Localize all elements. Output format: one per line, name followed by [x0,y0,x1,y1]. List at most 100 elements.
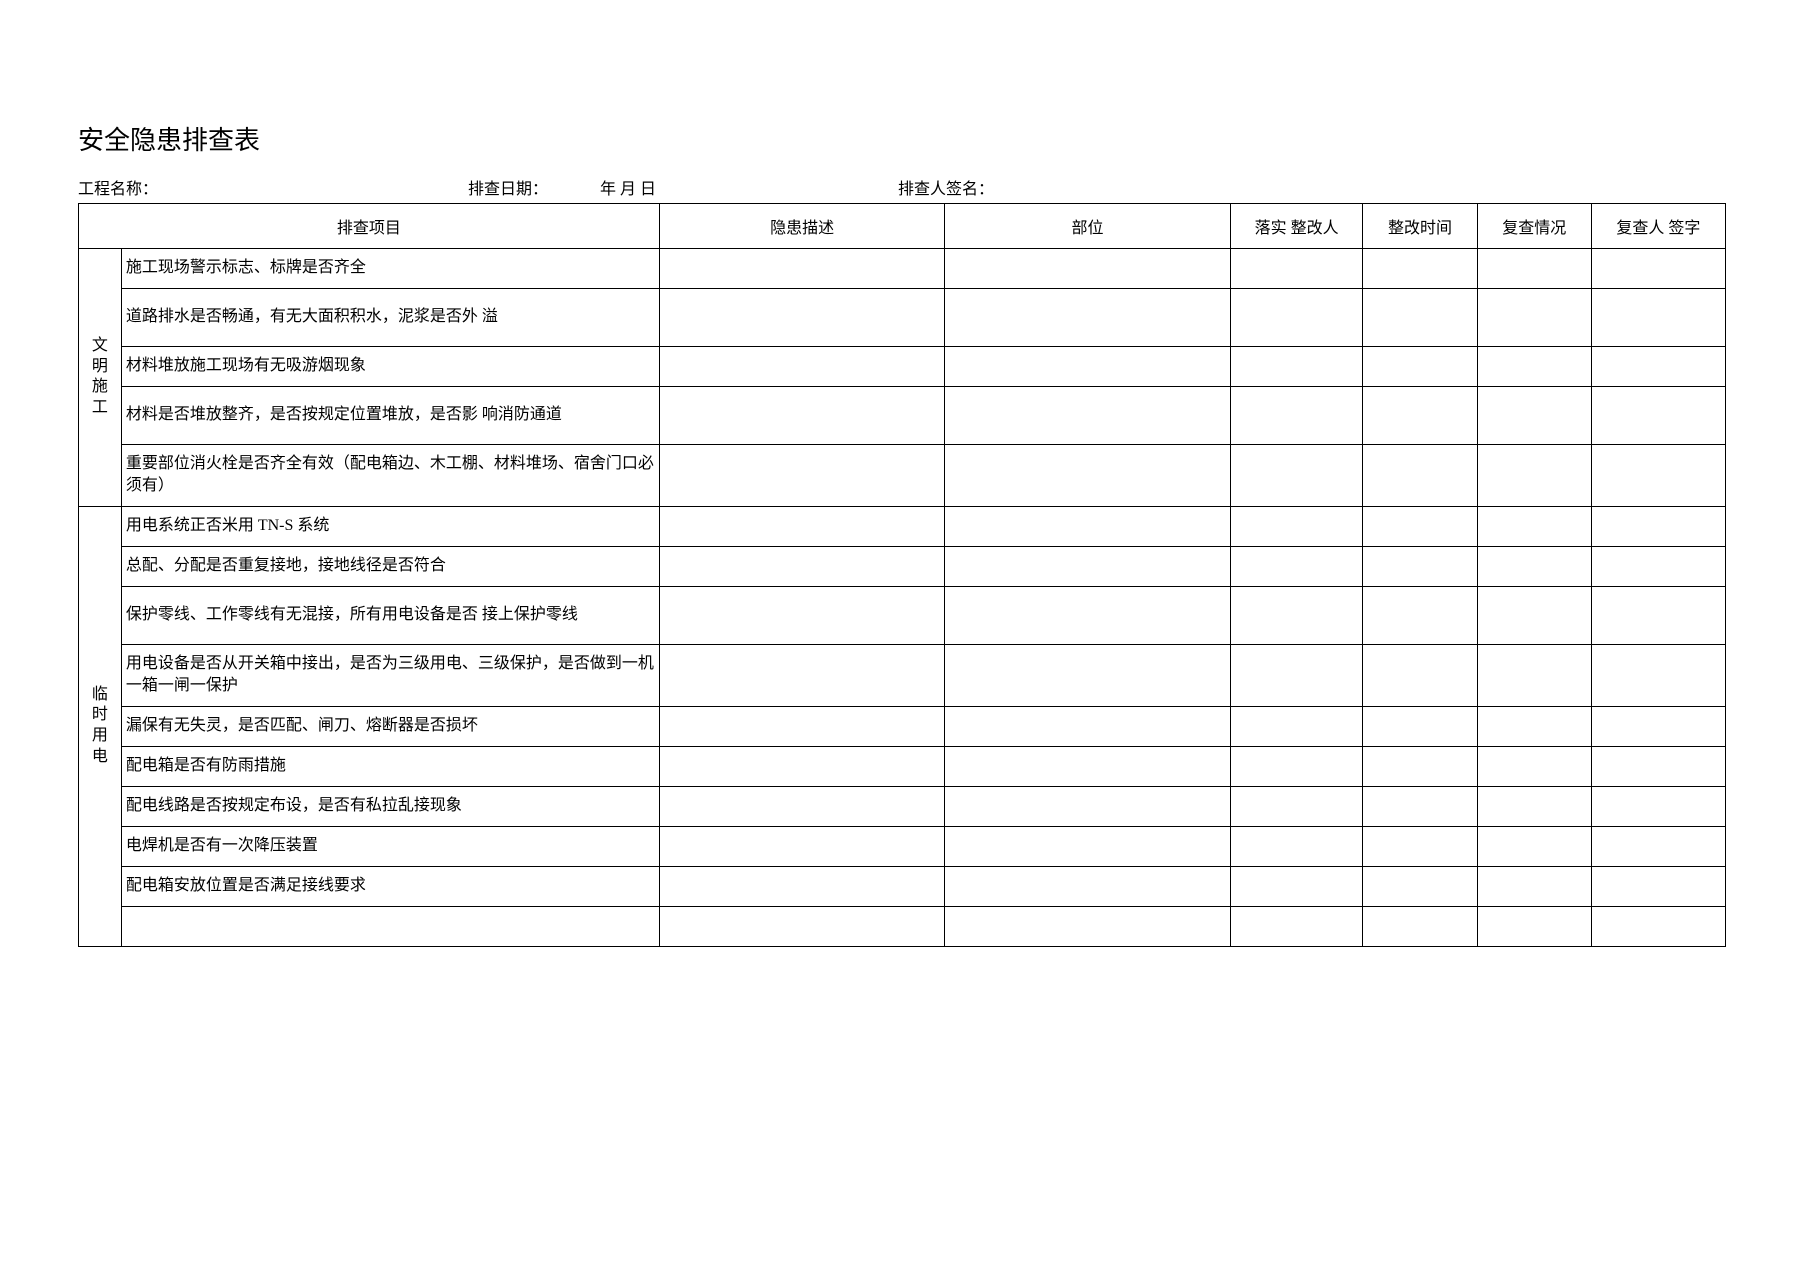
empty-cell [1363,786,1477,826]
empty-cell [1230,249,1363,289]
empty-cell [1230,786,1363,826]
header-desc: 隐患描述 [659,204,944,249]
empty-cell [1230,387,1363,445]
empty-cell [1363,866,1477,906]
item-cell: 配电箱安放位置是否满足接线要求 [121,866,659,906]
empty-cell [1477,906,1591,946]
empty-cell [659,289,944,347]
item-cell: 漏保有无失灵，是否匹配、闸刀、熔断器是否损坏 [121,706,659,746]
header-location: 部位 [945,204,1230,249]
table-row: 材料是否堆放整齐，是否按规定位置堆放，是否影 响消防通道 [79,387,1726,445]
empty-cell [1591,387,1725,445]
table-row: 漏保有无失灵，是否匹配、闸刀、熔断器是否损坏 [79,706,1726,746]
empty-cell [945,347,1230,387]
date-label: 排查日期： [468,181,548,198]
empty-cell [1477,546,1591,586]
table-row: 道路排水是否畅通，有无大面积积水，泥浆是否外 溢 [79,289,1726,347]
table-row: 用电设备是否从开关箱中接出，是否为三级用电、三级保护，是否做到一机一箱一闸一保护 [79,644,1726,706]
inspection-table: 排查项目 隐患描述 部位 落实 整改人 整改时间 复查情况 复查人 签字 文明施… [78,203,1726,947]
empty-cell [1363,546,1477,586]
empty-cell [1363,506,1477,546]
empty-cell [1591,746,1725,786]
empty-cell [1477,586,1591,644]
empty-cell [1363,746,1477,786]
empty-cell [945,746,1230,786]
empty-cell [1363,387,1477,445]
info-row: 工程名称： 排查日期： 年 月 日 排查人签名： [78,175,1726,199]
header-person: 落实 整改人 [1230,204,1363,249]
table-row: 临时用电用电系统正否米用 TN-S 系统 [79,506,1726,546]
empty-cell [945,644,1230,706]
empty-cell [1230,546,1363,586]
empty-cell [1230,506,1363,546]
table-row: 配电线路是否按规定布设，是否有私拉乱接现象 [79,786,1726,826]
empty-cell [1230,445,1363,507]
empty-cell [1363,249,1477,289]
empty-cell [1591,706,1725,746]
empty-cell [1477,866,1591,906]
item-cell: 重要部位消火栓是否齐全有效（配电箱边、木工棚、材料堆场、宿舍门口必须有） [121,445,659,507]
header-item: 排查项目 [79,204,660,249]
empty-cell [1477,506,1591,546]
empty-cell [1230,746,1363,786]
header-row: 排查项目 隐患描述 部位 落实 整改人 整改时间 复查情况 复查人 签字 [79,204,1726,249]
empty-cell [1477,644,1591,706]
empty-cell [945,249,1230,289]
empty-cell [659,746,944,786]
project-name-label: 工程名称： [78,175,468,199]
empty-cell [1477,347,1591,387]
empty-cell [659,387,944,445]
header-recheck: 复查情况 [1477,204,1591,249]
table-row: 配电箱是否有防雨措施 [79,746,1726,786]
header-time: 整改时间 [1363,204,1477,249]
item-cell: 电焊机是否有一次降压装置 [121,826,659,866]
empty-cell [1363,445,1477,507]
item-cell: 用电设备是否从开关箱中接出，是否为三级用电、三级保护，是否做到一机一箱一闸一保护 [121,644,659,706]
empty-cell [1591,546,1725,586]
empty-cell [1230,289,1363,347]
empty-cell [659,826,944,866]
empty-cell [1591,347,1725,387]
empty-cell [945,445,1230,507]
empty-cell [659,506,944,546]
empty-cell [1591,289,1725,347]
date-value: 年 月 日 [600,181,656,198]
category-cell: 临时用电 [79,506,122,946]
empty-cell [1591,866,1725,906]
empty-cell [1477,706,1591,746]
item-cell: 道路排水是否畅通，有无大面积积水，泥浆是否外 溢 [121,289,659,347]
table-row: 重要部位消火栓是否齐全有效（配电箱边、木工棚、材料堆场、宿舍门口必须有） [79,445,1726,507]
empty-cell [1591,826,1725,866]
empty-cell [1363,347,1477,387]
table-row: 文明施工施工现场警示标志、标牌是否齐全 [79,249,1726,289]
empty-cell [1363,706,1477,746]
empty-cell [945,289,1230,347]
item-cell [121,906,659,946]
empty-cell [1230,644,1363,706]
empty-cell [1477,249,1591,289]
table-row: 电焊机是否有一次降压装置 [79,826,1726,866]
empty-cell [945,706,1230,746]
empty-cell [1477,387,1591,445]
item-cell: 用电系统正否米用 TN-S 系统 [121,506,659,546]
item-cell: 总配、分配是否重复接地，接地线径是否符合 [121,546,659,586]
table-row: 材料堆放施工现场有无吸游烟现象 [79,347,1726,387]
empty-cell [945,506,1230,546]
empty-cell [945,786,1230,826]
empty-cell [1230,906,1363,946]
empty-cell [945,826,1230,866]
empty-cell [1477,445,1591,507]
empty-cell [945,906,1230,946]
empty-cell [1591,445,1725,507]
table-row [79,906,1726,946]
empty-cell [1363,826,1477,866]
empty-cell [659,866,944,906]
empty-cell [659,786,944,826]
table-row: 保护零线、工作零线有无混接，所有用电设备是否 接上保护零线 [79,586,1726,644]
empty-cell [945,866,1230,906]
empty-cell [945,546,1230,586]
empty-cell [659,586,944,644]
empty-cell [1230,586,1363,644]
empty-cell [1363,644,1477,706]
empty-cell [1477,289,1591,347]
